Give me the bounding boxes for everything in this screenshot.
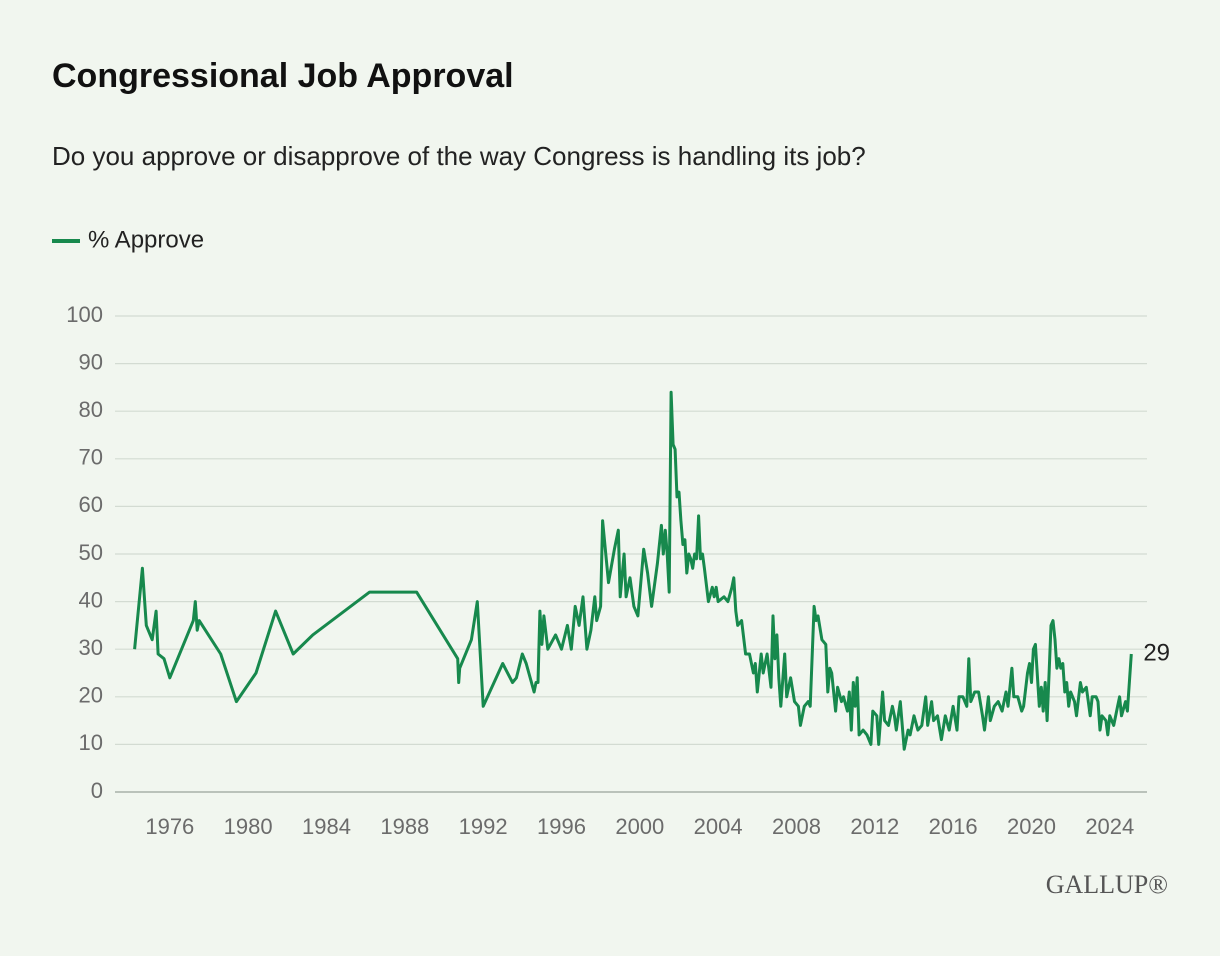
x-tick-label: 1976 (145, 814, 194, 839)
y-tick-label: 40 (79, 587, 103, 612)
y-tick-label: 30 (79, 635, 103, 660)
y-tick-label: 20 (79, 683, 103, 708)
end-value-label: 29 (1143, 639, 1170, 666)
x-tick-label: 2016 (929, 814, 978, 839)
y-tick-label: 80 (79, 397, 103, 422)
x-tick-label: 1996 (537, 814, 586, 839)
chart-title: Congressional Job Approval (52, 57, 514, 95)
x-tick-label: 2000 (615, 814, 664, 839)
y-tick-label: 90 (79, 349, 103, 374)
x-tick-label: 2012 (850, 814, 899, 839)
y-tick-label: 50 (79, 540, 103, 565)
y-tick-label: 0 (91, 778, 103, 803)
y-tick-label: 10 (79, 730, 103, 755)
line-series (133, 390, 1133, 751)
x-tick-label: 1984 (302, 814, 351, 839)
y-tick-label: 100 (66, 302, 103, 327)
source: GALLUP® (1046, 870, 1168, 899)
y-tick-label: 70 (79, 445, 103, 470)
x-tick-label: 2004 (694, 814, 743, 839)
x-tick-label: 1980 (224, 814, 273, 839)
x-tick-label: 1992 (459, 814, 508, 839)
y-tick-label: 60 (79, 492, 103, 517)
x-tick-label: 2024 (1085, 814, 1134, 839)
x-tick-label: 2008 (772, 814, 821, 839)
legend-label: % Approve (88, 226, 204, 253)
x-tick-label: 1988 (380, 814, 429, 839)
x-tick-label: 2020 (1007, 814, 1056, 839)
chart-subtitle: Do you approve or disapprove of the way … (52, 141, 866, 171)
